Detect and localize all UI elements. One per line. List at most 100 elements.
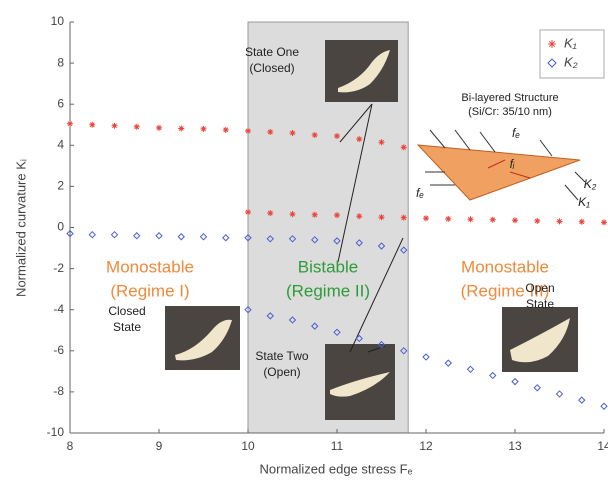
- x-tick-label: 8: [67, 439, 74, 453]
- photo-closed: [165, 306, 240, 370]
- point: [110, 230, 119, 239]
- point: [400, 347, 408, 355]
- arrow: [337, 103, 373, 263]
- diagram-label: fₑ: [512, 126, 520, 140]
- legend-box: [539, 29, 605, 79]
- arrow: [349, 237, 404, 353]
- point: [333, 237, 341, 245]
- point: [377, 242, 386, 250]
- annotation: Bi-layered Structure: [461, 92, 558, 104]
- point: [400, 246, 408, 254]
- point: [177, 233, 185, 241]
- y-tick-label: 4: [57, 137, 64, 151]
- point: [400, 144, 407, 151]
- point: [400, 214, 407, 221]
- point: [356, 213, 363, 220]
- photo-state-one: [325, 40, 398, 102]
- arrow: [339, 103, 373, 143]
- annotation: Monostable: [461, 257, 549, 276]
- point: [222, 234, 230, 242]
- y-tick-label: 8: [57, 55, 64, 69]
- point: [355, 334, 363, 343]
- annotation: Bistable: [298, 257, 358, 276]
- point: [267, 210, 274, 217]
- y-tick-label: 10: [51, 14, 65, 28]
- y-axis-title: Normalized curvature Kᵢ: [13, 159, 28, 297]
- y-tick-label: 6: [57, 96, 64, 110]
- point: [244, 234, 252, 242]
- point: [356, 136, 363, 143]
- point: [288, 235, 297, 243]
- point: [311, 236, 319, 244]
- force-arrow: [539, 139, 553, 157]
- point: [133, 232, 141, 240]
- diagram-label: K₁: [578, 195, 590, 209]
- point: [88, 230, 96, 239]
- force-arrow: [479, 131, 496, 153]
- point: [267, 128, 274, 135]
- point: [334, 212, 340, 219]
- annotation: State: [113, 320, 141, 334]
- y-tick-label: -4: [53, 302, 64, 316]
- point: [288, 316, 297, 324]
- point: [423, 215, 429, 222]
- point: [333, 328, 341, 337]
- point: [266, 312, 274, 320]
- internal-arrow: [487, 159, 506, 169]
- photo-shape: [175, 319, 232, 361]
- y-tick-label: 0: [57, 220, 64, 234]
- annotation: State One: [245, 45, 299, 59]
- point: [445, 215, 452, 222]
- point: [133, 123, 140, 130]
- annotation: Monostable: [106, 257, 194, 276]
- force-arrow: [429, 129, 446, 149]
- point: [533, 384, 541, 392]
- point: [199, 233, 208, 241]
- structure-diagram: [416, 129, 586, 201]
- point: [89, 121, 96, 128]
- annotation: State Two: [255, 349, 308, 363]
- photo-shape: [510, 318, 570, 363]
- legend-marker: [548, 40, 556, 48]
- point: [555, 390, 564, 398]
- point: [444, 359, 452, 367]
- leader: [574, 171, 586, 183]
- photo-shape: [330, 372, 390, 397]
- x-tick-label: 13: [508, 439, 522, 453]
- point: [266, 235, 274, 243]
- point: [311, 132, 318, 139]
- point: [289, 211, 296, 218]
- point: [378, 139, 385, 146]
- point: [244, 305, 252, 314]
- point: [222, 126, 229, 133]
- y-tick-label: -2: [53, 261, 64, 275]
- annotation: (Closed): [249, 61, 294, 75]
- point: [511, 377, 519, 386]
- point: [578, 396, 586, 404]
- point: [311, 211, 318, 218]
- point: [534, 217, 541, 224]
- annotation: Open: [525, 281, 554, 295]
- point: [67, 120, 73, 127]
- annotation: Closed: [108, 304, 145, 318]
- x-tick-label: 9: [156, 439, 163, 453]
- y-tick-label: -8: [53, 384, 64, 398]
- x-axis-title: Normalized edge stress Fₑ: [260, 461, 413, 476]
- annotation: State: [526, 297, 554, 311]
- point: [512, 217, 518, 224]
- diagram-label: fᵢ: [510, 157, 515, 171]
- photo-shape: [338, 50, 390, 93]
- point: [311, 322, 319, 330]
- force-arrow: [454, 129, 471, 151]
- point: [467, 216, 474, 223]
- x-tick-label: 11: [331, 439, 344, 453]
- point: [111, 122, 118, 129]
- annotation: (Open): [263, 365, 300, 379]
- leader: [564, 184, 579, 201]
- point: [200, 125, 207, 132]
- legend-label: K₁: [564, 35, 577, 50]
- point: [178, 125, 185, 132]
- pointer-arrows: [337, 103, 404, 353]
- point: [245, 209, 251, 216]
